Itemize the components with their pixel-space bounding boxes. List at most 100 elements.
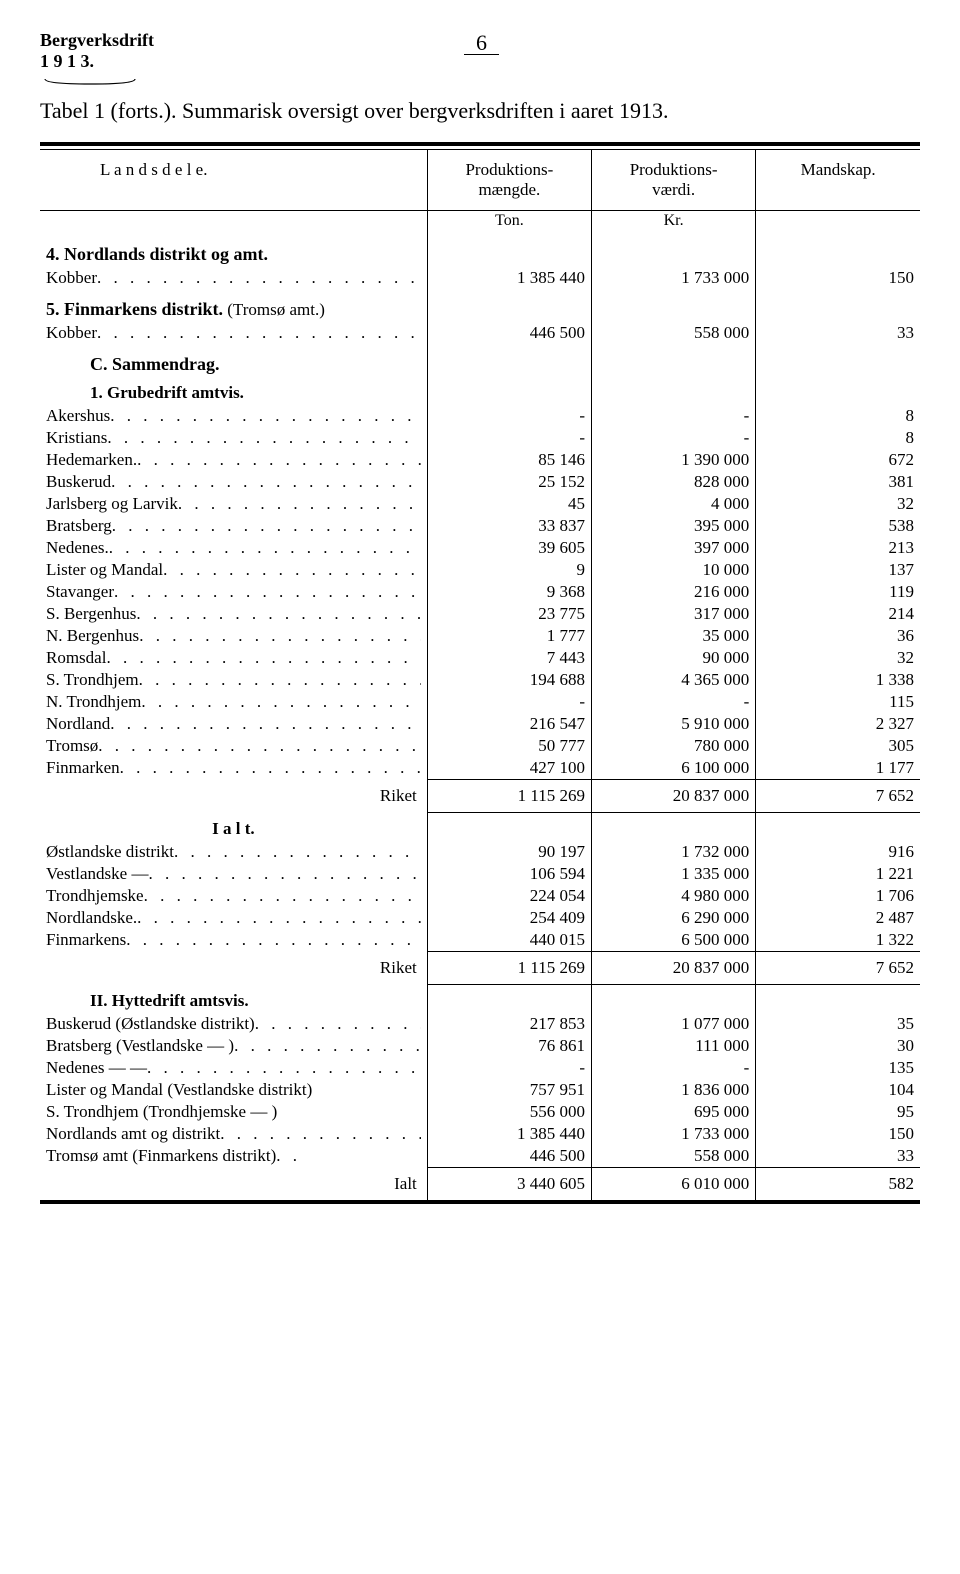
table-row: Nordland . . . . . . . . . . . . . . . .… xyxy=(40,713,920,735)
doc-year: 1 9 1 3. xyxy=(40,51,154,72)
cell-value: 1 390 000 xyxy=(592,449,756,471)
row-label: Buskerud (Østlandske distrikt) . . . . .… xyxy=(40,1013,427,1035)
table-row: Lister og Mandal . . . . . . . . . . . .… xyxy=(40,559,920,581)
cell-value: 33 xyxy=(756,322,920,344)
cell-value: 224 054 xyxy=(427,885,591,907)
row-label: Nedenes — — . . . . . . . . . . . . . . … xyxy=(40,1057,427,1079)
cell-value: 213 xyxy=(756,537,920,559)
row-label: N. Bergenhus . . . . . . . . . . . . . .… xyxy=(40,625,427,647)
cell-value: 214 xyxy=(756,603,920,625)
table-row: Nedenes. . . . . . . . . . . . . . . . .… xyxy=(40,537,920,559)
sub-heading: I a l t. xyxy=(40,813,427,841)
unit-ton: Ton. xyxy=(427,211,591,234)
cell-value: 119 xyxy=(756,581,920,603)
row-label: Romsdal . . . . . . . . . . . . . . . . … xyxy=(40,647,427,669)
total-value: 1 115 269 xyxy=(427,780,591,813)
total-row: Riket1 115 26920 837 0007 652 xyxy=(40,952,920,985)
total-value: 1 115 269 xyxy=(427,952,591,985)
unit-row: Ton. Kr. xyxy=(40,211,920,234)
table-row: S. Trondhjem (Trondhjemske — )556 000695… xyxy=(40,1101,920,1123)
cell-value: 30 xyxy=(756,1035,920,1057)
cell-value: 111 000 xyxy=(592,1035,756,1057)
cell-value: 4 365 000 xyxy=(592,669,756,691)
row-label: Bratsberg . . . . . . . . . . . . . . . … xyxy=(40,515,427,537)
cell-value: 36 xyxy=(756,625,920,647)
table-row: Finmarkens . . . . . . . . . . . . . . .… xyxy=(40,929,920,952)
total-value: 3 440 605 xyxy=(427,1168,591,1202)
table-row: Bratsberg . . . . . . . . . . . . . . . … xyxy=(40,515,920,537)
cell-value: 1 733 000 xyxy=(592,267,756,289)
cell-value: 305 xyxy=(756,735,920,757)
cell-value: 6 500 000 xyxy=(592,929,756,952)
table-row: Trondhjemske . . . . . . . . . . . . . .… xyxy=(40,885,920,907)
cell-value: 9 xyxy=(427,559,591,581)
row-label: Nordlandske. . . . . . . . . . . . . . .… xyxy=(40,907,427,929)
row-label: N. Trondhjem . . . . . . . . . . . . . .… xyxy=(40,691,427,713)
cell-value: 137 xyxy=(756,559,920,581)
row-label: Kobber . . . . . . . . . . . . . . . . .… xyxy=(40,322,427,344)
table-row: Buskerud (Østlandske distrikt) . . . . .… xyxy=(40,1013,920,1035)
row-label: Bratsberg (Vestlandske — ) . . . . . . .… xyxy=(40,1035,427,1057)
cell-value: 35 xyxy=(756,1013,920,1035)
row-label: Østlandske distrikt . . . . . . . . . . … xyxy=(40,841,427,863)
cell-value: 106 594 xyxy=(427,863,591,885)
cell-value: 780 000 xyxy=(592,735,756,757)
cell-value: 217 853 xyxy=(427,1013,591,1035)
total-value: 7 652 xyxy=(756,780,920,813)
cell-value: 35 000 xyxy=(592,625,756,647)
row-label: Akershus . . . . . . . . . . . . . . . .… xyxy=(40,405,427,427)
cell-value: 115 xyxy=(756,691,920,713)
table-row: N. Bergenhus . . . . . . . . . . . . . .… xyxy=(40,625,920,647)
cell-value: 4 000 xyxy=(592,493,756,515)
cell-value: 1 221 xyxy=(756,863,920,885)
table-header-row: L a n d s d e l e. Produktions- mængde. … xyxy=(40,150,920,211)
table-row: Buskerud . . . . . . . . . . . . . . . .… xyxy=(40,471,920,493)
cell-value: 1 322 xyxy=(756,929,920,952)
row-label: Hedemarken. . . . . . . . . . . . . . . … xyxy=(40,449,427,471)
cell-value: 556 000 xyxy=(427,1101,591,1123)
row-label: Kobber . . . . . . . . . . . . . . . . .… xyxy=(40,267,427,289)
table-row: Kristians . . . . . . . . . . . . . . . … xyxy=(40,427,920,449)
table-row: Romsdal . . . . . . . . . . . . . . . . … xyxy=(40,647,920,669)
cell-value: 440 015 xyxy=(427,929,591,952)
table-row: Bratsberg (Vestlandske — ) . . . . . . .… xyxy=(40,1035,920,1057)
doc-title: Bergverksdrift xyxy=(40,30,154,51)
cell-value: - xyxy=(592,405,756,427)
cell-value: 1 836 000 xyxy=(592,1079,756,1101)
page-number: 6 xyxy=(464,30,499,55)
sub-heading: 1. Grubedrift amtvis. xyxy=(40,377,427,405)
col-header-vaerdi: Produktions- værdi. xyxy=(592,150,756,211)
cell-value: 916 xyxy=(756,841,920,863)
cell-value: 25 152 xyxy=(427,471,591,493)
row-label: Stavanger . . . . . . . . . . . . . . . … xyxy=(40,581,427,603)
table-row: Finmarken . . . . . . . . . . . . . . . … xyxy=(40,757,920,780)
row-label: Nedenes. . . . . . . . . . . . . . . . .… xyxy=(40,537,427,559)
cell-value: - xyxy=(427,691,591,713)
cell-value: 397 000 xyxy=(592,537,756,559)
row-label: Jarlsberg og Larvik . . . . . . . . . . … xyxy=(40,493,427,515)
cell-value: 216 000 xyxy=(592,581,756,603)
col-header-maengde: Produktions- mængde. xyxy=(427,150,591,211)
table-row: N. Trondhjem . . . . . . . . . . . . . .… xyxy=(40,691,920,713)
cell-value: 395 000 xyxy=(592,515,756,537)
cell-value: 104 xyxy=(756,1079,920,1101)
row-label: Lister og Mandal (Vestlandske distrikt) xyxy=(40,1079,427,1101)
section-heading: C. Sammendrag. xyxy=(40,344,427,377)
row-label: S. Trondhjem (Trondhjemske — ) xyxy=(40,1101,427,1123)
cell-value: 95 xyxy=(756,1101,920,1123)
total-value: 20 837 000 xyxy=(592,952,756,985)
cell-value: 8 xyxy=(756,427,920,449)
total-label: Riket xyxy=(40,952,427,985)
unit-kr: Kr. xyxy=(592,211,756,234)
table-row: Kobber . . . . . . . . . . . . . . . . .… xyxy=(40,267,920,289)
cell-value: - xyxy=(427,427,591,449)
cell-value: 5 910 000 xyxy=(592,713,756,735)
cell-value: 2 487 xyxy=(756,907,920,929)
table-row: Tromsø . . . . . . . . . . . . . . . . .… xyxy=(40,735,920,757)
cell-value: 150 xyxy=(756,267,920,289)
row-label: Nordlands amt og distrikt . . . . . . . … xyxy=(40,1123,427,1145)
cell-value: 558 000 xyxy=(592,322,756,344)
cell-value: 135 xyxy=(756,1057,920,1079)
section-heading: 4. Nordlands distrikt og amt. xyxy=(40,234,427,267)
table-row: S. Bergenhus . . . . . . . . . . . . . .… xyxy=(40,603,920,625)
